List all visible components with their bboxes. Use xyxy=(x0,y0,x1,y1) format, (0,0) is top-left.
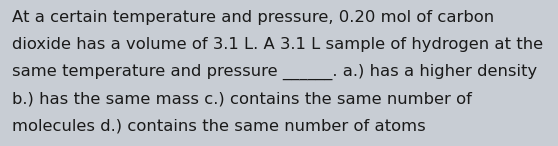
Text: b.) has the same mass c.) contains the same number of: b.) has the same mass c.) contains the s… xyxy=(12,91,472,106)
Text: same temperature and pressure ______. a.) has a higher density: same temperature and pressure ______. a.… xyxy=(12,64,537,80)
Text: At a certain temperature and pressure, 0.20 mol of carbon: At a certain temperature and pressure, 0… xyxy=(12,10,494,25)
Text: dioxide has a volume of 3.1 L. A 3.1 L sample of hydrogen at the: dioxide has a volume of 3.1 L. A 3.1 L s… xyxy=(12,37,543,52)
Text: molecules d.) contains the same number of atoms: molecules d.) contains the same number o… xyxy=(12,118,426,133)
